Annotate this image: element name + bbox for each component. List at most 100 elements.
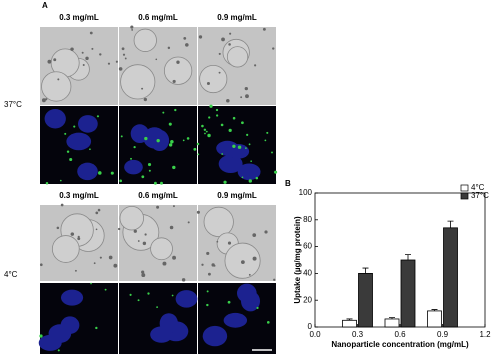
green-signal	[246, 133, 249, 137]
particle	[176, 60, 180, 64]
green-signal	[248, 179, 252, 183]
particle	[70, 47, 74, 51]
error-bar	[405, 254, 411, 260]
green-signal	[89, 148, 91, 151]
particle	[56, 226, 60, 230]
green-signal	[66, 150, 70, 153]
green-signal	[59, 179, 62, 182]
nucleus	[223, 312, 248, 328]
green-signal	[232, 116, 236, 120]
green-signal	[266, 131, 269, 134]
particle	[196, 210, 200, 214]
bar	[400, 259, 416, 328]
y-tick-label: 100	[299, 188, 313, 197]
particle	[273, 278, 276, 281]
particle	[122, 53, 126, 56]
green-signal	[119, 179, 122, 183]
green-signal	[153, 181, 157, 185]
particle	[240, 260, 245, 265]
green-signal	[271, 151, 273, 154]
green-signal	[73, 125, 76, 128]
particle	[117, 227, 121, 231]
y-axis-title: Uptake (µg/mg protein)	[293, 216, 302, 304]
particle	[74, 269, 77, 272]
green-signal	[174, 108, 177, 112]
error-bar	[346, 318, 353, 321]
green-signal	[172, 165, 176, 170]
green-signal	[274, 170, 278, 174]
particle	[198, 35, 203, 39]
particle	[130, 25, 134, 29]
green-signal	[156, 138, 160, 143]
green-signal	[95, 326, 98, 330]
green-signal	[193, 147, 197, 151]
green-signal	[237, 145, 242, 149]
column-label: 0.9 mg/mL	[217, 13, 257, 22]
particle	[124, 57, 127, 60]
cell-outline	[203, 206, 234, 238]
green-signal	[256, 306, 259, 310]
column-label: 0.6 mg/mL	[138, 13, 178, 22]
cell-outline	[119, 205, 144, 231]
particle	[252, 256, 257, 261]
particle	[95, 228, 98, 231]
green-signal	[90, 282, 92, 285]
particle	[169, 225, 174, 230]
nucleus	[66, 132, 92, 151]
particle	[53, 58, 57, 62]
green-signal	[110, 171, 114, 175]
green-signal	[162, 111, 165, 114]
green-signal	[245, 147, 247, 150]
particle	[172, 255, 176, 260]
particle	[99, 256, 102, 259]
error-bar	[447, 220, 454, 228]
green-signal	[206, 303, 209, 307]
particle	[81, 51, 84, 54]
particle	[82, 63, 85, 67]
particle	[115, 60, 118, 63]
particle	[206, 251, 210, 255]
green-signal	[201, 124, 204, 128]
column-label: 0.6 mg/mL	[138, 191, 178, 200]
particle	[264, 230, 268, 234]
green-signal	[96, 115, 100, 118]
error-bar	[362, 267, 369, 274]
nucleus	[175, 290, 198, 308]
error-bar	[389, 317, 395, 319]
green-signal	[148, 169, 151, 172]
x-axis-title: Nanoparticle concentration (mg/mL)	[331, 340, 469, 349]
particle	[155, 58, 158, 61]
legend-label: 4°C	[471, 183, 485, 192]
green-signal	[208, 116, 211, 119]
y-tick-label: 40	[303, 269, 312, 278]
particle	[183, 36, 187, 40]
panel-b: B 0 20 40 60 80 100 0.0 0.3 0.6 0.9 1.2 Nanoparticle…	[285, 179, 491, 349]
particle	[99, 53, 102, 56]
particle	[187, 221, 190, 224]
particle	[93, 262, 96, 265]
green-signal	[223, 180, 227, 184]
green-signal	[133, 146, 136, 149]
cell-outline	[51, 235, 80, 263]
green-signal	[207, 133, 211, 138]
green-signal	[241, 121, 244, 125]
particle	[244, 86, 248, 91]
nucleus	[202, 325, 228, 347]
green-signal	[104, 288, 107, 291]
green-signal	[64, 132, 67, 135]
green-signal	[144, 136, 148, 141]
particle	[172, 79, 176, 84]
green-signal	[147, 292, 150, 295]
x-tick-label: 0.9	[437, 330, 449, 339]
particle	[91, 47, 94, 50]
particle	[141, 87, 144, 90]
particle	[89, 31, 93, 35]
particle	[262, 27, 266, 31]
green-signal	[156, 306, 159, 309]
green-signal	[69, 157, 73, 162]
particle	[226, 99, 230, 103]
green-signal	[215, 108, 219, 112]
particle	[227, 241, 232, 245]
particle	[201, 263, 204, 266]
